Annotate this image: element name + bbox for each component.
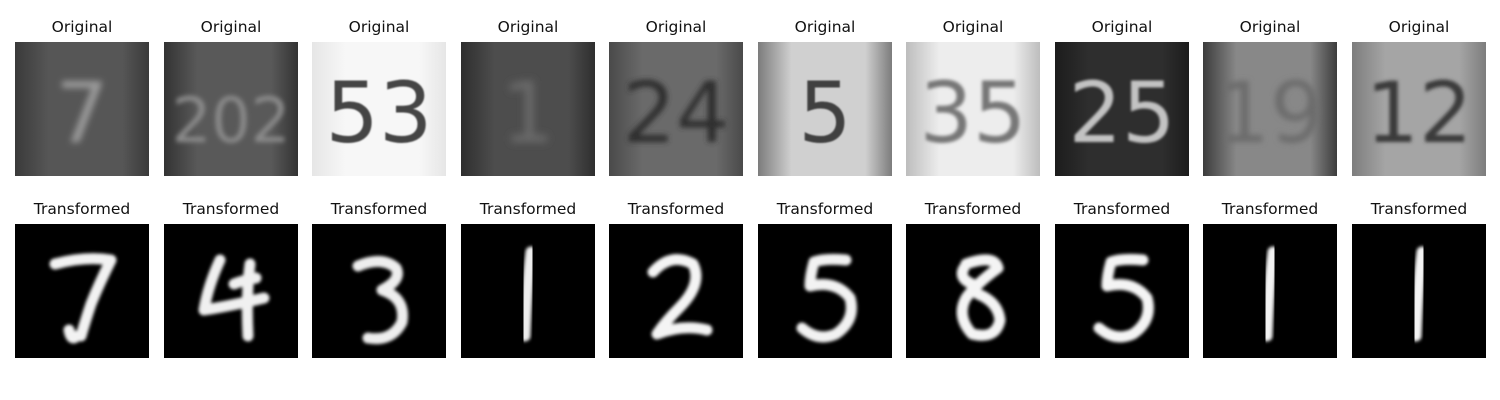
original-image-background	[758, 42, 892, 176]
transformed-image-10	[1352, 224, 1486, 358]
transformed-title: Transformed	[1221, 200, 1319, 218]
original-image-background	[164, 42, 298, 176]
original-image-2: 202	[164, 42, 298, 176]
original-image-6: 5	[758, 42, 892, 176]
original-image-background	[1055, 42, 1189, 176]
original-image-10: 12	[1352, 42, 1486, 176]
original-title: Original	[348, 18, 410, 36]
original-image-background	[1352, 42, 1486, 176]
transformed-image-background	[164, 224, 298, 358]
transformed-image-3	[312, 224, 446, 358]
transformed-digit-stroke	[647, 254, 713, 340]
original-image-4: 1	[461, 42, 595, 176]
transformed-image-2	[164, 224, 298, 358]
original-title: Original	[200, 18, 262, 36]
transformed-image-6	[758, 224, 892, 358]
transformed-image-5	[609, 224, 743, 358]
original-image-1: 7	[15, 42, 149, 176]
transformed-title: Transformed	[627, 200, 725, 218]
original-image-3: 53	[312, 42, 446, 176]
transformed-digit-stroke	[956, 254, 1006, 341]
original-title: Original	[1091, 18, 1153, 36]
transformed-title: Transformed	[1073, 200, 1171, 218]
transformed-image-9	[1203, 224, 1337, 358]
transformed-title: Transformed	[479, 200, 577, 218]
original-image-digits: 24	[623, 64, 730, 162]
transformed-digit-stroke	[1093, 253, 1154, 343]
transformed-digit-stroke	[352, 256, 409, 345]
original-image-background	[15, 42, 149, 176]
original-image-digits: 35	[920, 64, 1027, 162]
original-title: Original	[794, 18, 856, 36]
transformed-image-4	[461, 224, 595, 358]
original-image-digits: 7	[55, 64, 108, 162]
transformed-title: Transformed	[330, 200, 428, 218]
original-image-digits: 53	[326, 64, 433, 162]
transformed-image-background	[609, 224, 743, 358]
original-image-digits: 5	[798, 64, 851, 162]
original-image-background	[1203, 42, 1337, 176]
original-title: Original	[1388, 18, 1450, 36]
transformed-title: Transformed	[33, 200, 131, 218]
original-image-background	[906, 42, 1040, 176]
transformed-image-7	[906, 224, 1040, 358]
original-image-background	[461, 42, 595, 176]
transformed-title: Transformed	[182, 200, 280, 218]
original-title: Original	[51, 18, 113, 36]
original-image-digits: 19	[1217, 64, 1324, 162]
original-image-digits: 202	[172, 84, 290, 157]
original-image-9: 19	[1203, 42, 1337, 176]
original-image-digits: 12	[1366, 64, 1473, 162]
transformed-image-8	[1055, 224, 1189, 358]
transformed-digit-stroke	[1410, 246, 1428, 342]
original-image-5: 24	[609, 42, 743, 176]
transformed-title: Transformed	[924, 200, 1022, 218]
transformed-digit-stroke	[1261, 246, 1279, 342]
transformed-digit-stroke	[49, 253, 117, 344]
original-image-background	[312, 42, 446, 176]
original-title: Original	[1239, 18, 1301, 36]
transformed-digit-stroke	[519, 246, 537, 342]
original-image-7: 35	[906, 42, 1040, 176]
original-image-digits: 25	[1069, 64, 1176, 162]
transformed-digit-stroke	[198, 254, 270, 342]
original-title: Original	[497, 18, 559, 36]
transformed-title: Transformed	[776, 200, 874, 218]
transformed-digit-stroke	[796, 253, 857, 343]
original-image-8: 25	[1055, 42, 1189, 176]
transformed-image-1	[15, 224, 149, 358]
original-title: Original	[645, 18, 707, 36]
original-title: Original	[942, 18, 1004, 36]
original-image-digits: 1	[501, 64, 554, 162]
transformed-title: Transformed	[1370, 200, 1468, 218]
original-image-background	[609, 42, 743, 176]
